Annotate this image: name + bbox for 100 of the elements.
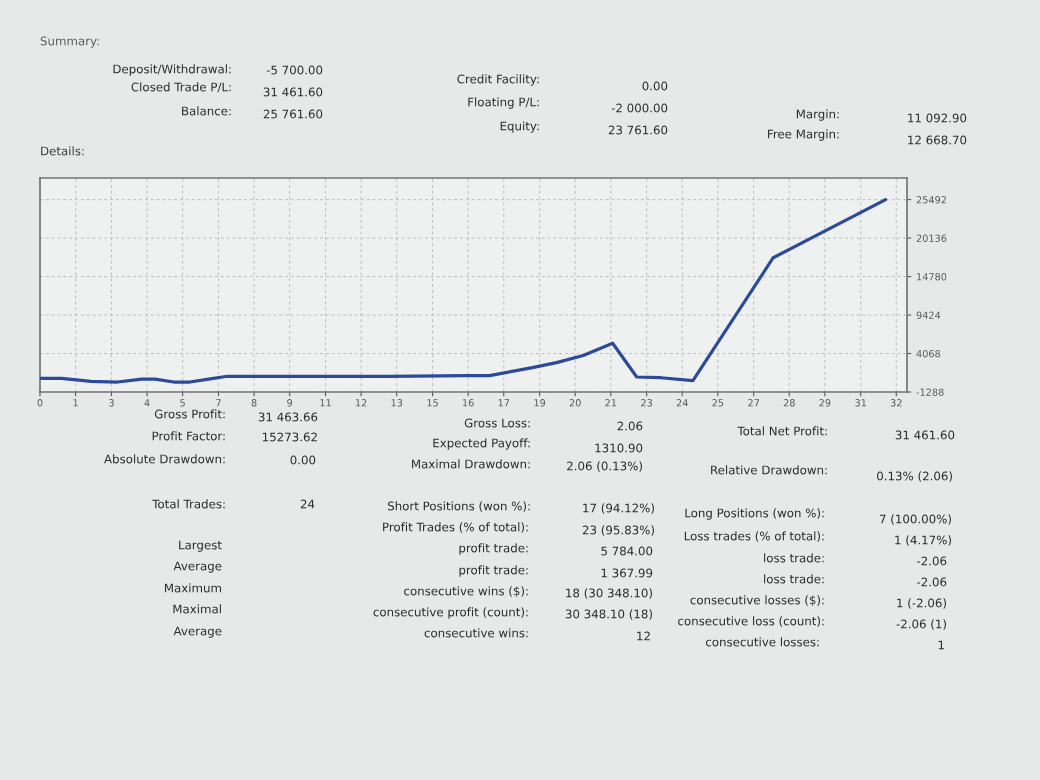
x-tick-label: 21: [605, 399, 617, 407]
text: -2.06: [917, 577, 947, 587]
text: loss trade:: [764, 553, 824, 563]
text: 1 (-2.06): [897, 598, 946, 609]
text: -2.06 (1): [896, 619, 946, 630]
x-tick-label: 9: [287, 399, 293, 407]
text: 2.06: [617, 421, 643, 431]
text: Largest: [179, 540, 222, 552]
text: Summary:: [40, 36, 99, 48]
text: 24: [300, 499, 315, 509]
text: profit trade:: [459, 543, 528, 555]
text: Deposit/Withdrawal:: [113, 64, 231, 76]
y-tick-label: 25492: [916, 196, 946, 204]
text: 12 668.70: [908, 135, 967, 145]
text: 23 761.60: [608, 125, 668, 135]
text: 11 092.90: [908, 113, 967, 123]
x-tick-label: 13: [391, 399, 403, 407]
x-tick-label: 8: [251, 399, 257, 407]
text: 0.13% (2.06): [877, 471, 952, 482]
text: 30 348.10 (18): [565, 609, 652, 620]
y-tick-label: 4068: [916, 350, 941, 358]
text: Gross Loss:: [464, 418, 530, 428]
y-tick-label: 9424: [916, 311, 941, 319]
text: Credit Facility:: [457, 74, 539, 86]
text: -2 000.00: [611, 103, 668, 113]
text: Expected Payoff:: [433, 438, 530, 450]
text: Short Positions (won %):: [387, 501, 530, 512]
text: 1: [938, 640, 944, 650]
x-tick-label: 27: [748, 399, 760, 407]
text: Floating P/L:: [468, 97, 539, 109]
text: consecutive wins:: [424, 628, 528, 638]
x-tick-label: 17: [498, 399, 510, 407]
text: consecutive profit (count):: [373, 607, 528, 619]
text: Profit Trades (% of total):: [383, 522, 528, 533]
line-series: [40, 197, 888, 384]
text: 23 (95.83%): [582, 525, 654, 536]
text: Balance:: [182, 106, 231, 116]
text: Equity:: [500, 121, 539, 133]
text: 7 (100.00%): [879, 514, 951, 525]
text: 31 461.60: [263, 87, 323, 97]
text: Closed Trade P/L:: [131, 82, 231, 93]
x-tick-label: 12: [355, 399, 367, 407]
text: Maximum: [164, 583, 221, 593]
x-tick-label: 23: [641, 399, 653, 407]
text: Long Positions (won %):: [685, 508, 824, 520]
text: consecutive wins ($):: [404, 586, 528, 597]
x-tick-label: 3: [109, 399, 114, 407]
text: 5 784.00: [601, 546, 653, 556]
text: Maximal: [173, 604, 221, 614]
x-tick-label: 0: [37, 399, 43, 407]
text: 31 461.60: [895, 430, 955, 440]
y-tick-label: 14780: [917, 273, 947, 281]
text: consecutive loss (count):: [678, 616, 824, 627]
text: consecutive losses ($):: [690, 595, 824, 606]
text: Margin:: [796, 109, 839, 121]
text: 25 761.60: [263, 109, 323, 119]
x-tick-label: 5: [180, 399, 185, 407]
text: Gross Profit:: [154, 409, 225, 419]
text: loss trade:: [764, 574, 824, 584]
y-tick-label: 20136: [916, 234, 947, 242]
x-tick-label: 7: [216, 399, 221, 407]
text: 0.00: [642, 81, 668, 91]
x-tick-label: 32: [890, 399, 902, 407]
text: Maximal Drawdown:: [412, 459, 530, 469]
x-tick-label: 4: [144, 399, 150, 407]
text: -2.06: [917, 556, 947, 566]
text: Relative Drawdown:: [711, 465, 827, 475]
x-tick-label: 11: [320, 399, 331, 407]
text: Average: [173, 561, 222, 573]
x-tick-label: 29: [819, 399, 831, 407]
y-tick-label: -1288: [916, 388, 944, 396]
text: consecutive losses:: [705, 637, 819, 647]
text: 31 463.66: [258, 412, 318, 422]
x-tick-label: 1: [73, 399, 78, 407]
text: Free Margin:: [768, 129, 839, 141]
text: Loss trades (% of total):: [684, 531, 824, 542]
x-tick-label: 25: [712, 399, 724, 407]
text: 2.06 (0.13%): [567, 461, 642, 472]
text: 12: [637, 631, 650, 641]
text: -5 700.00: [266, 65, 323, 75]
x-tick-label: 24: [676, 399, 688, 407]
text: Total Trades:: [152, 499, 225, 509]
text: 0.00: [290, 455, 316, 465]
text: Profit Factor:: [152, 431, 225, 441]
text: Total Net Profit:: [737, 426, 827, 436]
x-tick-label: 20: [569, 399, 581, 407]
x-tick-label: 31: [855, 399, 866, 407]
x-tick-label: 28: [783, 399, 795, 407]
text: 1 367.99: [601, 568, 653, 578]
text: profit trade:: [459, 565, 528, 577]
text: Absolute Drawdown:: [104, 454, 225, 464]
text: 18 (30 348.10): [566, 588, 652, 599]
text: 1 (4.17%): [895, 535, 951, 546]
text: 1310.90: [595, 443, 643, 453]
x-tick-label: 16: [463, 399, 474, 407]
text: Average: [173, 626, 222, 638]
text: 17 (94.12%): [583, 503, 654, 514]
x-tick-label: 15: [427, 399, 438, 407]
text: 15273.62: [262, 432, 317, 442]
chart-title: Details:: [41, 146, 84, 156]
